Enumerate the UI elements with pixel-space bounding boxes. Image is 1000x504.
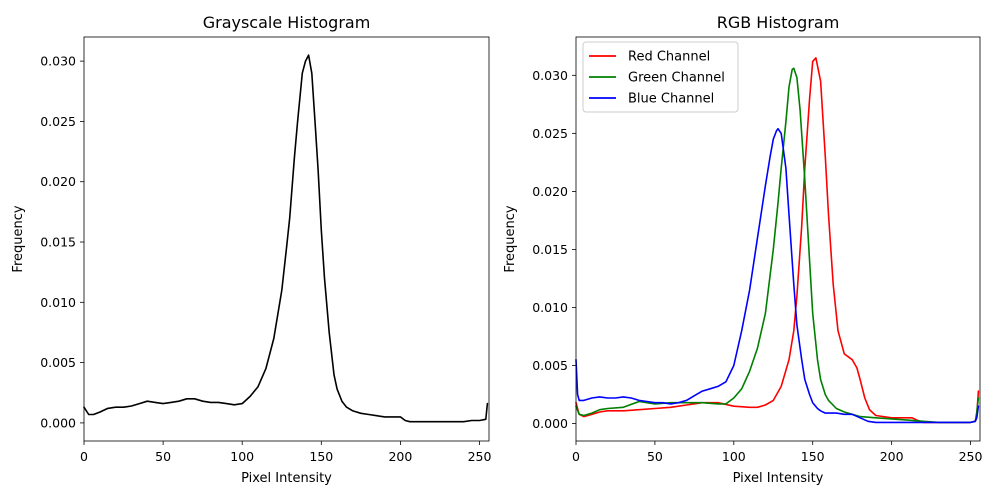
y-tick-label: 0.020 [532, 184, 568, 199]
series-line-grayscale [83, 54, 489, 423]
y-tick-label: 0.010 [532, 300, 568, 315]
series-line-red [575, 57, 980, 424]
y-tick-label: 0.025 [40, 114, 76, 129]
series-lines [575, 57, 980, 424]
y-tick-label: 0.030 [40, 54, 76, 69]
x-tick-label: 0 [80, 449, 88, 464]
x-axis-ticks: 0 50 100 150 200 250 [80, 441, 491, 464]
legend: Red Channel Green Channel Blue Channel [582, 41, 739, 113]
y-tick-label: 0.000 [532, 416, 568, 431]
chart-title: RGB Histogram [717, 13, 840, 32]
x-tick-label: 150 [309, 449, 333, 464]
x-axis-label: Pixel Intensity [733, 471, 824, 486]
series-lines [83, 54, 489, 423]
y-tick-label: 0.030 [532, 68, 568, 83]
x-tick-label: 100 [722, 449, 746, 464]
grayscale-histogram-chart: Grayscale Histogram Pixel Intensity Freq… [11, 13, 491, 486]
axes-frame [83, 36, 490, 442]
x-tick-label: 250 [959, 449, 983, 464]
axes-frame [575, 36, 981, 442]
x-tick-label: 50 [647, 449, 663, 464]
series-line-blue [575, 127, 980, 424]
legend-box [582, 41, 739, 113]
y-axis-label: Frequency [503, 205, 518, 272]
x-tick-label: 0 [572, 449, 580, 464]
y-tick-label: 0.000 [40, 415, 76, 430]
y-tick-label: 0.015 [40, 235, 76, 250]
y-axis-label: Frequency [11, 205, 26, 272]
y-tick-label: 0.015 [532, 242, 568, 257]
x-axis-label: Pixel Intensity [241, 471, 332, 486]
x-tick-label: 200 [388, 449, 412, 464]
y-axis-ticks: 0.000 0.005 0.010 0.015 0.020 0.025 0.030 [40, 54, 84, 430]
y-tick-label: 0.005 [40, 355, 76, 370]
y-tick-label: 0.010 [40, 295, 76, 310]
x-tick-label: 200 [880, 449, 904, 464]
y-tick-label: 0.020 [40, 174, 76, 189]
x-tick-label: 250 [468, 449, 492, 464]
legend-label-blue: Blue Channel [628, 92, 714, 107]
y-axis-ticks: 0.000 0.005 0.010 0.015 0.020 0.025 0.030 [532, 68, 576, 431]
chart-title: Grayscale Histogram [203, 13, 371, 32]
x-tick-label: 50 [155, 449, 171, 464]
x-tick-label: 100 [230, 449, 254, 464]
x-tick-label: 150 [801, 449, 825, 464]
x-axis-ticks: 0 50 100 150 200 250 [572, 441, 983, 464]
series-line-green [575, 67, 980, 424]
legend-label-red: Red Channel [628, 50, 710, 65]
y-tick-label: 0.025 [532, 126, 568, 141]
legend-label-green: Green Channel [628, 71, 725, 86]
y-tick-label: 0.005 [532, 358, 568, 373]
rgb-histogram-chart: RGB Histogram Pixel Intensity Frequency … [503, 13, 983, 486]
